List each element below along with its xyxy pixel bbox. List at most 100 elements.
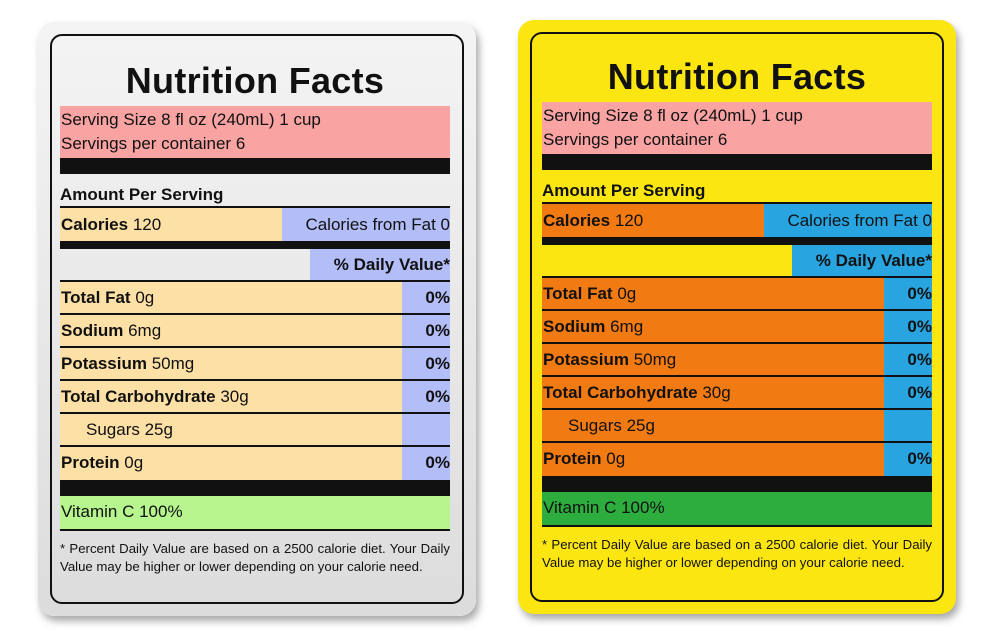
nutrient-name-cell: Total Carbohydrate 30g [542, 377, 884, 408]
nutrient-name: Sodium [543, 317, 606, 336]
divider-medium [60, 241, 450, 249]
daily-value-header: % Daily Value* [792, 245, 932, 276]
nutrient-dv: 0% [884, 278, 932, 309]
nutrient-name: Potassium [61, 354, 147, 373]
divider-thin [542, 525, 932, 527]
label-border [530, 32, 944, 602]
nutrient-dv: 0% [884, 377, 932, 408]
nutrient-name: Sodium [61, 321, 124, 340]
nutrient-name-cell: Sodium 6mg [60, 315, 402, 346]
nutrient-dv: 0% [884, 443, 932, 476]
nutrient-amount: 50mg [151, 354, 195, 373]
nutrient-name-cell: Sugars 25g [542, 410, 884, 441]
nutrient-name: Protein [61, 453, 120, 472]
nutrient-dv: 0% [402, 282, 450, 313]
nutrient-amount: 6mg [128, 321, 162, 340]
nutrient-row: Total Carbohydrate 30g 0% [542, 377, 932, 410]
nutrient-row: Total Fat 0g 0% [542, 278, 932, 311]
daily-value-header-row: % Daily Value* [542, 245, 932, 278]
nutrient-name-cell: Total Fat 0g [542, 278, 884, 309]
divider-thick [60, 480, 450, 496]
divider-thick [542, 154, 932, 170]
label-title: Nutrition Facts [607, 56, 867, 97]
daily-value-header-row: % Daily Value* [60, 249, 450, 282]
nutrient-dv [884, 410, 932, 441]
divider-thin [60, 529, 450, 531]
nutrient-row: Potassium 50mg 0% [542, 344, 932, 377]
nutrient-amount: 0g [124, 453, 144, 472]
nutrient-name: Total Carbohydrate [543, 383, 698, 402]
nutrient-dv [402, 414, 450, 445]
daily-value-header: % Daily Value* [310, 249, 450, 280]
nutrient-name-cell: Sugars 25g [60, 414, 402, 445]
nutrient-dv: 0% [402, 348, 450, 379]
amount-per-serving: Amount Per Serving [60, 174, 450, 208]
nutrient-row: Protein 0g 0% [60, 447, 450, 480]
calories-row: Calories 120 Calories from Fat 0 [60, 208, 450, 241]
calories-label: Calories [543, 211, 611, 230]
nutrient-name-cell: Protein 0g [60, 447, 402, 480]
nutrient-name: Total Fat [61, 288, 131, 307]
serving-size: Serving Size 8 fl oz (240mL) 1 cup [543, 106, 803, 125]
nutrient-name: Total Carbohydrate [61, 387, 216, 406]
nutrient-name-cell: Potassium 50mg [60, 348, 402, 379]
footnote: * Percent Daily Value are based on a 250… [60, 541, 450, 574]
calories-from-fat: Calories from Fat 0 [282, 208, 450, 241]
spacer [60, 249, 310, 280]
nutrient-amount: 6mg [610, 317, 644, 336]
nutrient-dv: 0% [402, 381, 450, 412]
calories-value: 120 [614, 211, 644, 230]
vitamin-row: Vitamin C 100% [60, 496, 450, 529]
nutrient-dv: 0% [402, 447, 450, 480]
calories-value: 120 [132, 215, 162, 234]
divider-thick [60, 158, 450, 174]
nutrient-row-sub: Sugars 25g [60, 414, 450, 447]
spacer [542, 245, 792, 276]
nutrient-amount: 30g [220, 387, 249, 406]
label-border [50, 34, 464, 604]
calories-label: Calories [61, 215, 129, 234]
amount-per-serving: Amount Per Serving [542, 170, 932, 204]
nutrient-row-sub: Sugars 25g [542, 410, 932, 443]
servings-per-container: Servings per container 6 [61, 134, 246, 153]
nutrient-name-cell: Protein 0g [542, 443, 884, 476]
nutrient-amount: 0g [606, 449, 626, 468]
nutrient-row: Sodium 6mg 0% [60, 315, 450, 348]
nutrient-row: Total Fat 0g 0% [60, 282, 450, 315]
nutrition-label-gray: Nutrition Facts Serving Size 8 fl oz (24… [38, 22, 476, 616]
nutrient-dv: 0% [884, 344, 932, 375]
serving-info: Serving Size 8 fl oz (240mL) 1 cup Servi… [60, 106, 450, 158]
nutrient-row: Sodium 6mg 0% [542, 311, 932, 344]
divider-thick [542, 476, 932, 492]
nutrient-name: Total Fat [543, 284, 613, 303]
calories-row: Calories 120 Calories from Fat 0 [542, 204, 932, 237]
label-title: Nutrition Facts [125, 60, 385, 101]
nutrient-name: Potassium [543, 350, 629, 369]
nutrient-dv: 0% [402, 315, 450, 346]
calories-from-fat: Calories from Fat 0 [764, 204, 932, 237]
nutrient-dv: 0% [884, 311, 932, 342]
nutrient-name: Protein [543, 449, 602, 468]
vitamin-row: Vitamin C 100% [542, 492, 932, 525]
nutrient-amount: 50mg [633, 350, 677, 369]
nutrient-name-cell: Total Fat 0g [60, 282, 402, 313]
servings-per-container: Servings per container 6 [543, 130, 728, 149]
nutrient-amount: 0g [617, 284, 637, 303]
nutrient-name: Sugars 25g [568, 416, 655, 435]
nutrient-amount: 0g [135, 288, 155, 307]
nutrient-name-cell: Total Carbohydrate 30g [60, 381, 402, 412]
nutrient-name-cell: Sodium 6mg [542, 311, 884, 342]
nutrient-row: Potassium 50mg 0% [60, 348, 450, 381]
calories-cell: Calories 120 [60, 208, 282, 241]
footnote: * Percent Daily Value are based on a 250… [542, 537, 932, 570]
nutrient-row: Total Carbohydrate 30g 0% [60, 381, 450, 414]
nutrient-name-cell: Potassium 50mg [542, 344, 884, 375]
nutrient-row: Protein 0g 0% [542, 443, 932, 476]
serving-info: Serving Size 8 fl oz (240mL) 1 cup Servi… [542, 102, 932, 154]
nutrient-name: Sugars 25g [86, 420, 173, 439]
nutrition-label-yellow: Nutrition Facts Serving Size 8 fl oz (24… [518, 20, 956, 614]
calories-cell: Calories 120 [542, 204, 764, 237]
divider-medium [542, 237, 932, 245]
nutrient-amount: 30g [702, 383, 731, 402]
serving-size: Serving Size 8 fl oz (240mL) 1 cup [61, 110, 321, 129]
